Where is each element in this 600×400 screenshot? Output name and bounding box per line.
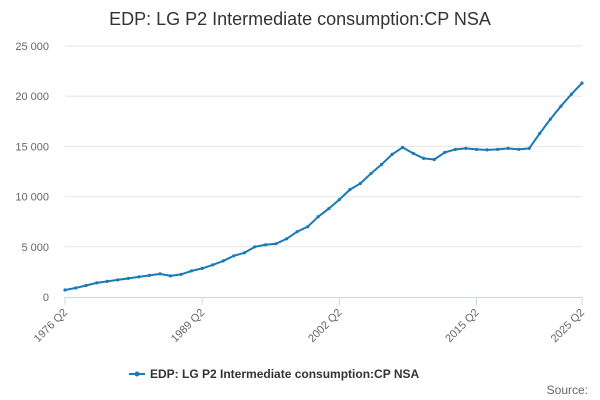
y-tick-label: 15 000 xyxy=(15,141,49,153)
data-point xyxy=(411,151,415,155)
data-point xyxy=(242,251,246,255)
x-tick-label: 1989 Q2 xyxy=(169,307,207,345)
data-point xyxy=(569,92,574,96)
data-point xyxy=(126,276,130,280)
gridlines xyxy=(65,45,582,248)
data-point xyxy=(200,266,204,270)
x-axis: 1976 Q2 1989 Q2 2002 Q2 2015 Q2 2025 Q2 xyxy=(32,297,587,345)
data-point xyxy=(559,104,563,108)
data-point xyxy=(390,152,394,156)
data-point xyxy=(137,275,141,279)
data-point xyxy=(63,288,67,292)
data-point xyxy=(190,269,194,273)
data-point xyxy=(295,230,299,234)
data-point xyxy=(485,148,489,152)
data-point xyxy=(443,150,447,154)
data-point xyxy=(474,147,479,151)
x-tick-label: 2015 Q2 xyxy=(443,307,481,345)
x-tick-label: 2025 Q2 xyxy=(549,307,587,345)
data-point xyxy=(496,147,500,151)
data-point xyxy=(263,243,268,247)
y-tick-label: 20 000 xyxy=(15,91,49,103)
chart-title: EDP: LG P2 Intermediate consumption:CP N… xyxy=(109,9,491,29)
data-point xyxy=(422,156,426,160)
data-point xyxy=(179,272,183,276)
data-point xyxy=(316,215,320,219)
source-label: Source: xyxy=(547,383,588,397)
data-point xyxy=(369,171,373,176)
legend[interactable]: EDP: LG P2 Intermediate consumption:CP N… xyxy=(129,367,419,381)
x-tick-label: 2002 Q2 xyxy=(306,307,344,345)
y-tick-label: 25 000 xyxy=(15,41,49,53)
data-point xyxy=(105,279,109,283)
data-point xyxy=(232,254,236,258)
data-point xyxy=(147,273,151,277)
data-point xyxy=(221,259,225,263)
data-point xyxy=(253,245,257,249)
data-point xyxy=(327,207,331,211)
data-point xyxy=(116,278,120,282)
data-point xyxy=(337,198,341,202)
data-point xyxy=(84,283,88,288)
data-point xyxy=(274,242,278,246)
series-line xyxy=(64,82,583,291)
data-point xyxy=(74,286,78,290)
x-tick-label: 1976 Q2 xyxy=(32,307,70,345)
data-point xyxy=(158,272,162,276)
data-point xyxy=(432,157,436,162)
legend-swatch-marker xyxy=(134,371,140,377)
data-point xyxy=(506,146,510,150)
y-tick-label: 10 000 xyxy=(15,192,49,204)
data-point xyxy=(379,162,384,167)
y-axis: 0 5 000 10 000 15 000 20 000 25 000 xyxy=(15,41,49,304)
y-tick-label: 0 xyxy=(43,292,49,304)
data-point xyxy=(211,263,215,267)
data-point xyxy=(348,188,352,192)
data-point xyxy=(95,281,99,285)
data-point xyxy=(453,147,457,151)
data-point xyxy=(464,146,468,150)
data-point xyxy=(538,131,542,135)
data-point xyxy=(548,117,552,121)
data-point xyxy=(580,81,584,85)
legend-label[interactable]: EDP: LG P2 Intermediate consumption:CP N… xyxy=(150,367,419,381)
data-point xyxy=(527,146,531,150)
data-point xyxy=(401,145,405,149)
data-point xyxy=(306,225,310,229)
data-point xyxy=(168,274,173,278)
data-point xyxy=(517,147,521,151)
series-markers xyxy=(63,81,584,292)
data-point xyxy=(285,237,289,241)
y-tick-label: 5 000 xyxy=(21,242,49,254)
data-point xyxy=(358,181,362,186)
